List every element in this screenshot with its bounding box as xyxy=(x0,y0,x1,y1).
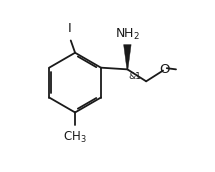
Text: I: I xyxy=(68,22,72,35)
Text: CH$_3$: CH$_3$ xyxy=(63,130,87,146)
Polygon shape xyxy=(124,45,131,69)
Text: O: O xyxy=(160,63,170,76)
Text: NH$_2$: NH$_2$ xyxy=(115,27,140,42)
Text: &1: &1 xyxy=(129,72,142,81)
